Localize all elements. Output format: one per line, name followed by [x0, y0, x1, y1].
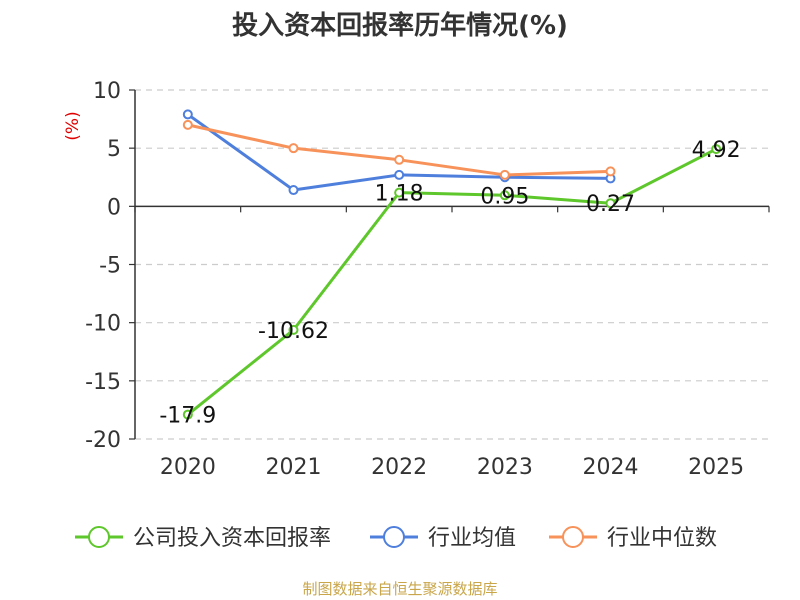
data-label: -17.9 [159, 404, 216, 429]
legend-swatch-marker [383, 526, 405, 548]
y-tick-label: 10 [93, 79, 121, 104]
series-point [288, 143, 299, 154]
x-tick-label: 2025 [688, 455, 744, 480]
series-point [499, 190, 510, 201]
data-label: 0.27 [586, 192, 635, 217]
series-group [182, 109, 722, 420]
y-tick-label: -10 [85, 312, 121, 337]
source-note: 制图数据来自恒生聚源数据库 [302, 580, 497, 598]
axes: 10 5 0 -5 -10 -15 -20 2020 2021 2022 2023 2024 2025 [85, 79, 770, 480]
series-point [394, 187, 405, 198]
legend-swatch-marker [88, 526, 110, 548]
x-tick-label: 2022 [371, 455, 427, 480]
series-point [394, 154, 405, 165]
legend: 公司投入资本回报率 行业均值 行业中位数 [75, 526, 717, 551]
legend-swatch-marker [562, 526, 584, 548]
series-line [187, 123, 611, 177]
y-axis-unit: (%) [63, 111, 83, 140]
legend-label: 行业中位数 [607, 526, 717, 551]
legend-label: 行业均值 [428, 526, 516, 551]
x-tick-label: 2024 [583, 455, 639, 480]
chart-title: 投入资本回报率历年情况(%) [232, 10, 568, 41]
data-label: 0.95 [480, 184, 529, 209]
y-tick-label: -15 [85, 370, 121, 395]
series-point [288, 185, 299, 196]
data-labels: -17.9 -10.62 1.18 0.95 0.27 4.92 [159, 138, 740, 428]
x-tick-label: 2023 [477, 455, 533, 480]
y-tick-label: -5 [99, 254, 121, 279]
series-point [182, 119, 193, 130]
series-point [605, 166, 616, 177]
x-tick-label: 2020 [160, 455, 216, 480]
data-label: -10.62 [258, 319, 329, 344]
y-tick-label: -20 [85, 428, 121, 453]
y-tick-label: 0 [107, 195, 121, 220]
legend-label: 公司投入资本回报率 [133, 526, 331, 551]
series-point [605, 198, 616, 209]
y-tick-label: 5 [107, 137, 121, 162]
series-point [394, 169, 405, 180]
grid [135, 89, 769, 440]
series-point [288, 324, 299, 335]
series-point [711, 144, 722, 155]
series-line [186, 147, 717, 416]
data-label: 1.18 [375, 182, 424, 207]
data-label: 4.92 [692, 138, 741, 163]
x-tick-label: 2021 [266, 455, 322, 480]
series-point [182, 409, 193, 420]
series-point [182, 109, 193, 120]
series-point [499, 169, 510, 180]
